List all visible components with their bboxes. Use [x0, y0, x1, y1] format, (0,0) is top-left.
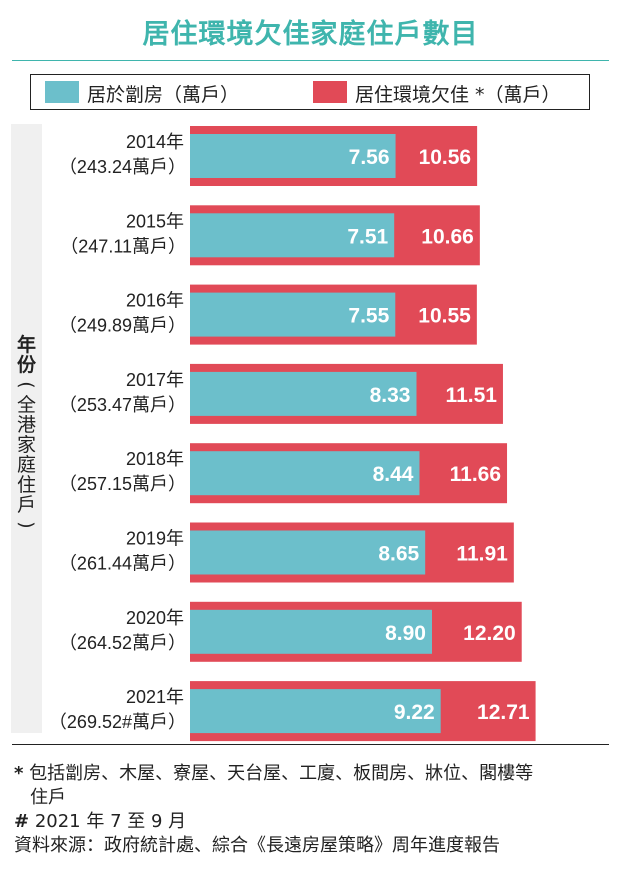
- value-label-subdivided: 8.65: [378, 543, 419, 566]
- note-1-cont: 住戶: [30, 787, 66, 808]
- bar-subdivided-2017年: [190, 371, 417, 416]
- category-households-label: （257.15萬戶）: [59, 474, 186, 494]
- category-year-label: 2021年: [126, 687, 184, 707]
- y-axis-title: 年份 (全港家庭住戶): [12, 335, 41, 535]
- category-year-label: 2016年: [126, 291, 184, 311]
- legend-label-inadequate: 居住環境欠佳 *（萬戶）: [355, 84, 561, 106]
- legend: 居於劏房（萬戶） 居住環境欠佳 *（萬戶）: [30, 74, 590, 110]
- value-label-inadequate: 11.51: [446, 384, 498, 407]
- value-label-subdivided: 7.51: [347, 225, 388, 248]
- bar-subdivided-2021年: [190, 689, 441, 734]
- legend-swatch-subdivided: [45, 81, 79, 103]
- value-label-subdivided: 8.44: [373, 463, 414, 486]
- note-2: # 2021 年 7 至 9 月: [14, 811, 187, 832]
- bar-chart: 7.56 10.56 2014年 （243.24萬戶） 7.51 10.66 2015年 （2…: [49, 126, 536, 742]
- value-label-inadequate: 11.91: [456, 543, 508, 566]
- category-households-label: （261.44萬戶）: [59, 554, 186, 574]
- category-year-label: 2015年: [126, 211, 184, 231]
- footnotes: * 包括劏房、木屋、寮屋、天台屋、工廈、板間房、牀位、閣樓等 住戶 # 2021…: [14, 762, 614, 858]
- category-year-label: 2018年: [126, 449, 184, 469]
- bar-subdivided-2015年: [190, 213, 395, 258]
- bar-subdivided-2019年: [190, 530, 426, 575]
- y-axis-band: [11, 124, 42, 733]
- title-divider: [12, 60, 609, 61]
- value-label-inadequate: 12.20: [463, 622, 516, 645]
- bar-subdivided-2018年: [190, 451, 420, 496]
- category-households-label: （269.52#萬戶）: [49, 712, 186, 732]
- category-households-label: （253.47萬戶）: [59, 395, 186, 415]
- value-label-subdivided: 9.22: [394, 701, 435, 724]
- category-households-label: （264.52萬戶）: [59, 633, 186, 653]
- bar-subdivided-2016年: [190, 292, 396, 337]
- y-axis-title-main: 年份: [16, 334, 36, 376]
- category-households-label: （249.89萬戶）: [59, 316, 186, 336]
- category-households-label: （247.11萬戶）: [60, 236, 186, 256]
- legend-label-subdivided: 居於劏房（萬戶）: [87, 84, 240, 106]
- category-households-label: （243.24萬戶）: [59, 157, 186, 177]
- chart-title: 居住環境欠佳家庭住戶數目: [142, 19, 479, 50]
- value-label-inadequate: 10.56: [419, 146, 472, 169]
- value-label-inadequate: 10.55: [418, 305, 471, 328]
- notes-divider: [12, 744, 609, 745]
- y-axis-title-sub: (全港家庭住戶): [15, 381, 38, 529]
- bar-subdivided-2014年: [190, 134, 396, 178]
- category-year-label: 2020年: [126, 608, 184, 628]
- bar-subdivided-2020年: [190, 609, 432, 654]
- legend-swatch-inadequate: [313, 81, 347, 103]
- value-label-subdivided: 7.56: [349, 146, 390, 169]
- value-label-inadequate: 11.66: [450, 463, 501, 486]
- category-year-label: 2014年: [126, 132, 184, 152]
- category-year-label: 2019年: [126, 529, 184, 549]
- source-note: 資料來源：政府統計處、綜合《長遠房屋策略》周年進度報告: [14, 835, 500, 856]
- category-year-label: 2017年: [126, 370, 184, 390]
- value-label-inadequate: 10.66: [421, 225, 474, 248]
- value-label-inadequate: 12.71: [477, 701, 530, 724]
- value-label-subdivided: 8.33: [370, 384, 411, 407]
- value-label-subdivided: 8.90: [385, 622, 426, 645]
- value-label-subdivided: 7.55: [348, 305, 389, 328]
- note-1: * 包括劏房、木屋、寮屋、天台屋、工廈、板間房、牀位、閣樓等: [14, 763, 534, 784]
